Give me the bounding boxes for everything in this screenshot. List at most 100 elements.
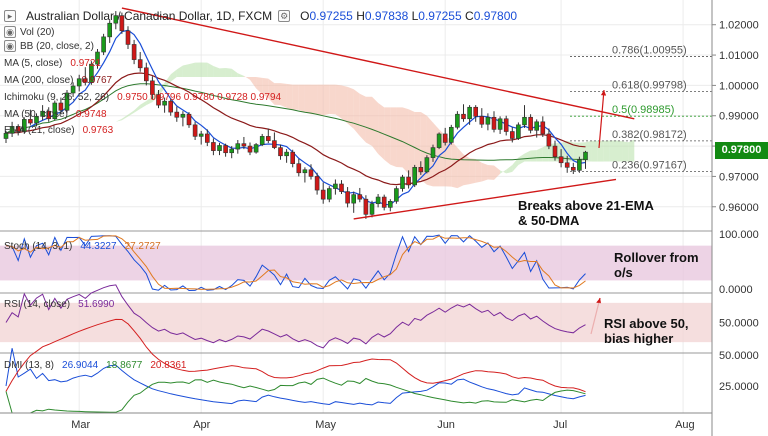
rsi-line — [5, 284, 586, 349]
symbol-title: Australian Dollar / Canadian Dollar, 1D,… — [26, 9, 273, 23]
candles — [3, 11, 588, 219]
settings-icon[interactable]: ⚙ — [278, 10, 291, 22]
candle-body — [76, 78, 82, 87]
price-arrow — [598, 89, 605, 149]
candle-body — [113, 15, 119, 24]
cloud-segment — [335, 84, 342, 119]
pane-tick-label: 50.0000 — [719, 350, 759, 362]
candle-body — [333, 183, 338, 189]
candle-body — [247, 145, 253, 153]
candle-body — [406, 176, 411, 186]
cloud-segment — [219, 67, 226, 78]
cloud-segment — [524, 150, 531, 162]
candle-body — [308, 169, 314, 177]
cloud-segment — [225, 67, 232, 78]
cloud-segment — [121, 114, 128, 121]
candle-body — [131, 44, 137, 60]
time-tick-label: Mar — [71, 419, 90, 431]
candle-body — [528, 116, 533, 131]
cloud-segment — [262, 77, 269, 99]
low-value: 0.97255 — [418, 9, 462, 23]
cloud-segment — [347, 86, 354, 129]
candle-body — [448, 126, 454, 143]
candle-body — [89, 63, 94, 83]
candle-body — [570, 167, 576, 171]
price-tick-label: 0.96000 — [719, 202, 759, 214]
cloud-segment — [158, 82, 165, 97]
legend-stoch[interactable]: Stoch (14, 3, 1) 44.3227 27.2727 — [4, 241, 161, 252]
cloud-segment — [292, 84, 299, 110]
last-price-tag: 0.97800 — [715, 142, 768, 159]
dmi-adx-line — [5, 318, 586, 393]
cloud-segment — [170, 69, 177, 82]
legend-ma200[interactable]: MA (200, close) 0.9767 — [4, 75, 113, 86]
legend-ema21[interactable]: EMA (21, close) 0.9763 — [4, 125, 114, 136]
ma5-line — [30, 29, 586, 206]
cloud-segment — [378, 102, 385, 160]
candle-body — [217, 145, 222, 151]
candle-body — [241, 143, 247, 147]
candle-body — [40, 110, 45, 117]
price-arrow-head — [600, 90, 607, 96]
cloud-segment — [542, 144, 549, 162]
legend-bb[interactable]: ◉ BB (20, close, 2) — [4, 40, 102, 54]
cloud-segment — [298, 84, 305, 113]
candle-body — [34, 116, 39, 124]
candle-body — [162, 100, 167, 106]
cloud-segment — [268, 78, 275, 105]
candle-body — [583, 151, 588, 161]
candle-body — [52, 102, 58, 120]
cloud-segment — [506, 165, 513, 174]
cloud-segment — [250, 77, 257, 89]
cloud-segment — [481, 162, 488, 182]
price-tick-label: 1.02000 — [719, 20, 759, 32]
legend-rsi[interactable]: RSI (14, close) 51.6990 — [4, 299, 115, 310]
cloud-segment — [609, 140, 616, 162]
legend-ichimoku[interactable]: Ichimoku (9, 26, 52, 26) 0.9750 0.9796 0.… — [4, 92, 282, 103]
cloud-segment — [353, 89, 360, 136]
candle-body — [381, 196, 387, 208]
price-tick-label: 0.97000 — [719, 171, 759, 183]
candle-body — [253, 144, 259, 153]
cloud-segment — [329, 84, 336, 115]
candle-body — [302, 169, 308, 174]
collapse-icon[interactable]: ▸ — [4, 10, 16, 22]
candle-body — [509, 131, 515, 139]
legend-vol[interactable]: ◉ Vol (20) — [4, 26, 62, 40]
price-tick-label: 0.99000 — [719, 111, 759, 123]
legend-ma5[interactable]: MA (5, close) 0.9721 — [4, 58, 101, 69]
cloud-segment — [115, 118, 122, 122]
candle-body — [387, 201, 393, 208]
cloud-segment — [286, 83, 293, 110]
cloud-segment — [384, 107, 391, 165]
ma50-line — [5, 83, 586, 161]
grid-lines — [0, 0, 712, 413]
candle-body — [418, 167, 424, 173]
candle-body — [156, 94, 161, 106]
candle-body — [9, 126, 15, 134]
candle-body — [400, 176, 405, 189]
rsi-arrow-head — [596, 298, 602, 304]
cloud-segment — [201, 62, 208, 78]
candle-body — [424, 157, 430, 173]
cloud-segment — [500, 169, 507, 174]
legend-ma50[interactable]: MA (50, close) 0.9748 — [4, 109, 107, 120]
candle-body — [150, 80, 155, 95]
candle-body — [107, 22, 112, 38]
candle-body — [144, 67, 149, 82]
open-value: 0.97255 — [309, 9, 353, 23]
cloud-segment — [237, 73, 244, 78]
candle-body — [375, 196, 381, 205]
cloud-segment — [207, 62, 214, 78]
fib-label: 0.786(1.00955) — [612, 44, 687, 56]
candle-body — [546, 133, 552, 147]
candle-body — [430, 147, 436, 158]
candle-body — [455, 113, 460, 128]
cloud-segment — [243, 75, 250, 80]
pane-tick-label: 100.000 — [719, 229, 759, 241]
high-value: 0.97838 — [364, 9, 409, 23]
candle-body — [320, 189, 326, 200]
legend-dmi[interactable]: DMI (13, 8) 26.9044 18.8677 20.8361 — [4, 360, 187, 371]
cloud-segment — [256, 77, 263, 95]
candle-body — [290, 151, 296, 164]
